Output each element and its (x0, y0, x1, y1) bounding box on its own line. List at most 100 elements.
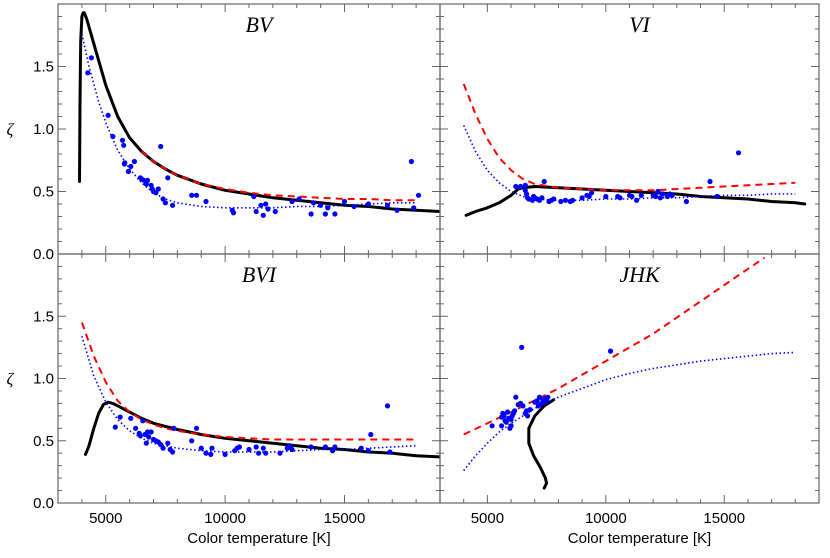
data-point (415, 192, 422, 198)
data-point (110, 133, 116, 140)
data-point (165, 440, 171, 446)
data-point (558, 198, 564, 205)
data-point (408, 158, 414, 165)
data-point (513, 183, 519, 190)
data-point (341, 198, 348, 205)
data-point (638, 192, 644, 198)
data-point (277, 450, 283, 456)
data-point (351, 203, 357, 210)
data-point (617, 195, 623, 201)
data-point (85, 70, 91, 76)
x-tick-label: 10000 (585, 510, 627, 527)
panel-jhk (463, 256, 796, 490)
data-point (131, 158, 137, 165)
data-point (603, 193, 609, 200)
data-point (193, 192, 200, 198)
fit-curve-dashed (462, 83, 796, 192)
data-point (358, 445, 364, 451)
data-point (735, 150, 742, 156)
data-point (155, 186, 161, 192)
data-point (193, 425, 200, 431)
data-point (146, 434, 152, 440)
data-point (160, 196, 166, 202)
data-point (562, 197, 569, 203)
data-point (513, 394, 519, 400)
data-point (289, 198, 295, 205)
x-tick-label: 10000 (204, 510, 246, 527)
data-point (128, 163, 134, 170)
model-curve-solid (84, 400, 440, 459)
data-point (105, 112, 111, 118)
data-point (260, 445, 266, 451)
data-point (629, 193, 635, 200)
data-point (137, 433, 143, 439)
y-tick-label: 1.0 (33, 371, 54, 388)
model-curve-solid (527, 398, 556, 490)
data-point (539, 195, 545, 201)
data-point (527, 407, 533, 413)
y-tick-label: 1.5 (33, 308, 54, 325)
x-tick-label: 15000 (703, 510, 745, 527)
data-point (160, 445, 166, 451)
data-point (411, 205, 417, 211)
y-tick-label: 0.0 (33, 495, 54, 512)
fit-curve-dotted (81, 33, 417, 209)
fit-curve-dashed (140, 150, 417, 202)
fit-curve-dashed (463, 256, 766, 436)
panel-title: BV (246, 12, 275, 37)
data-point (253, 208, 259, 215)
data-point (148, 429, 154, 435)
data-point (162, 200, 168, 206)
data-point (387, 449, 393, 455)
data-point (258, 202, 264, 208)
data-point (117, 414, 123, 420)
data-point (660, 191, 666, 197)
data-point (607, 348, 614, 354)
data-point (265, 206, 271, 212)
data-point (170, 202, 176, 208)
data-point (122, 160, 128, 166)
data-point (308, 211, 314, 217)
panel-title: VI (629, 12, 651, 37)
data-point (171, 425, 177, 431)
data-point (203, 450, 209, 456)
data-point (586, 193, 592, 200)
data-point (251, 193, 257, 200)
data-point (368, 431, 374, 438)
y-tick-label: 1.0 (33, 121, 54, 138)
data-point (504, 409, 511, 415)
data-point (551, 196, 557, 202)
data-point (653, 193, 659, 200)
data-point (260, 212, 266, 218)
data-point (88, 55, 94, 61)
data-point (384, 202, 391, 208)
y-tick-label: 0.0 (33, 246, 54, 263)
data-point (534, 398, 540, 404)
data-point (198, 445, 204, 451)
data-point (208, 451, 214, 457)
data-point (489, 423, 495, 429)
data-point (332, 444, 338, 450)
data-point (170, 449, 176, 455)
panel-title: JHK (619, 262, 661, 287)
scatter-points (112, 403, 393, 457)
y-axis-label: ζ (7, 370, 15, 389)
panel-bv (78, 11, 440, 218)
data-point (365, 448, 371, 454)
data-point (325, 205, 331, 211)
data-point (289, 446, 295, 453)
y-tick-label: 0.5 (33, 184, 54, 201)
scatter-points (513, 150, 742, 205)
panel-bvi (80, 322, 440, 459)
data-point (263, 450, 269, 456)
data-point (203, 198, 209, 205)
data-point (230, 210, 237, 216)
data-point (519, 344, 525, 350)
data-point (141, 177, 147, 183)
data-point (158, 441, 164, 448)
data-point (158, 143, 164, 150)
data-point (236, 444, 242, 450)
x-axis-label: Color temperature [K] (187, 530, 330, 547)
data-point (322, 211, 328, 217)
data-point (570, 197, 576, 203)
